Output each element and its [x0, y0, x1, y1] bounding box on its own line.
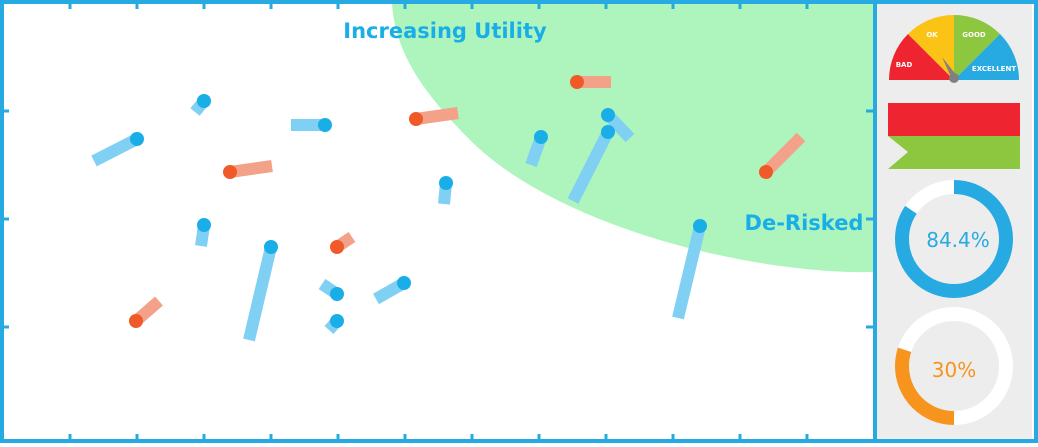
gauge-hub — [949, 73, 959, 83]
gauge-needle — [942, 57, 957, 77]
blue-comet — [438, 176, 453, 205]
status-flag — [888, 103, 1020, 169]
gauge-label-good: GOOD — [962, 31, 986, 39]
blue-comet — [324, 314, 344, 334]
orange-comet — [330, 232, 356, 254]
orange-comet — [570, 75, 611, 89]
blue-comet — [195, 218, 211, 247]
blue-comet — [243, 240, 278, 342]
top-ticks — [68, 2, 809, 9]
donut-utility: 84.4% — [895, 180, 1013, 298]
blue-comet — [567, 125, 615, 204]
orange-comets — [129, 75, 806, 328]
blue-comet — [373, 276, 411, 305]
donut-utility-arc — [895, 180, 1013, 298]
increasing-utility-label: Increasing Utility — [343, 19, 547, 43]
donut-risk-arc — [895, 307, 1013, 425]
orange-comet — [409, 107, 459, 126]
orange-comet — [129, 296, 163, 328]
side-ticks — [2, 109, 875, 329]
risk-gauge: BAD OK GOOD EXCELLENT — [888, 14, 1020, 83]
blue-comet — [601, 108, 635, 143]
orange-comet — [759, 132, 806, 179]
gauge-label-bad: BAD — [896, 61, 913, 69]
gauge-label-ok: OK — [926, 31, 938, 39]
donut-risk-value: 30% — [932, 358, 976, 382]
gauge-label-excellent: EXCELLENT — [972, 65, 1016, 73]
orange-comet — [223, 160, 273, 179]
blue-comets — [91, 94, 707, 342]
bottom-ticks — [68, 434, 809, 441]
de-risked-label: De-Risked — [745, 211, 864, 235]
blue-comet — [291, 118, 332, 132]
donut-risk: 30% — [895, 307, 1013, 425]
de-risked-region — [392, 4, 874, 273]
blue-comet — [318, 279, 344, 301]
donut-utility-value: 84.4% — [926, 228, 990, 252]
blue-comet — [190, 94, 211, 116]
blue-comet — [672, 219, 707, 320]
blue-comet — [91, 132, 144, 167]
blue-comet — [525, 130, 548, 168]
